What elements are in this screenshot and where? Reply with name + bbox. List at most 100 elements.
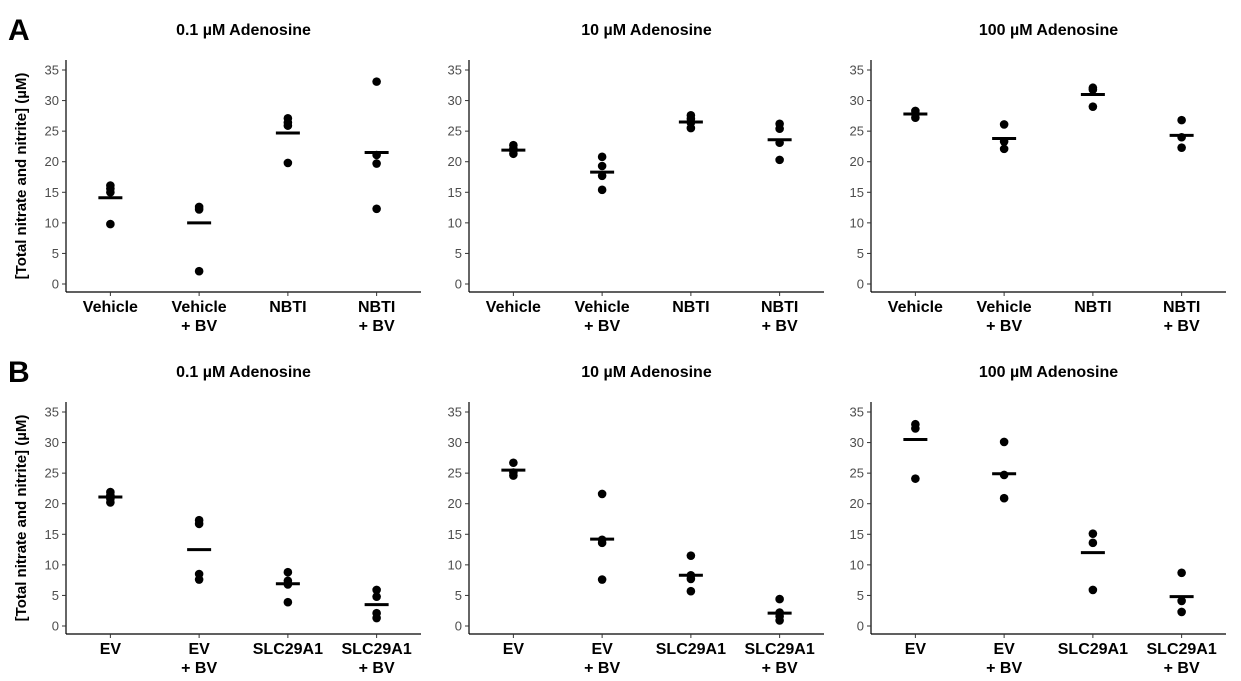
data-point (1177, 568, 1186, 578)
chart-title: 10 µM Adenosine (581, 22, 712, 39)
data-point (106, 219, 115, 229)
y-tick-label: 5 (52, 246, 59, 261)
x-tick-label: + BV (986, 660, 1022, 677)
y-tick-label: 25 (45, 124, 59, 139)
y-tick-label: 15 (448, 527, 462, 542)
x-tick-label: NBTI (358, 299, 395, 316)
y-tick-label: 10 (45, 215, 59, 230)
data-point (686, 586, 696, 596)
y-tick-label: 15 (45, 527, 59, 542)
chart-panel-4: B 0.1 µM Adenosine [Total nitrate and nitr… (8, 356, 421, 677)
y-tick-label: 15 (45, 185, 59, 200)
y-tick-label: 20 (448, 154, 462, 169)
y-tick-label: 35 (448, 405, 462, 420)
data-point (686, 551, 696, 560)
y-tick-label: 30 (45, 435, 59, 450)
y-tick-label: 25 (45, 466, 59, 481)
x-tick-label: EV (591, 641, 613, 658)
data-point (1177, 115, 1186, 125)
data-point (1177, 596, 1186, 606)
chart-panel-5: 10 µM Adenosine 0 5 10 15 20 25 30 35 EV EV + BV SLC… (448, 364, 824, 677)
data-point (283, 567, 293, 577)
x-tick-label: NBTI (1074, 299, 1111, 316)
data-point (1088, 529, 1098, 538)
data-point (911, 474, 920, 483)
y-tick-label: 15 (850, 527, 864, 542)
x-tick-label: + BV (181, 318, 217, 335)
data-point (106, 181, 115, 190)
data-point (999, 437, 1009, 447)
y-tick-label: 35 (850, 405, 864, 420)
x-tick-label: SLC29A1 (1147, 641, 1217, 658)
data-point (597, 161, 607, 171)
y-axis-label: [Total nitrate and nitrite] (µM) (13, 73, 30, 280)
chart-title: 10 µM Adenosine (581, 364, 712, 381)
y-tick-label: 35 (448, 63, 462, 78)
y-tick-label: 20 (850, 496, 864, 511)
chart-panel-3: 100 µM Adenosine 0 5 10 15 20 25 30 35 Vehicle Veh… (850, 22, 1226, 335)
data-point (1088, 538, 1098, 548)
x-tick-label: SLC29A1 (745, 641, 815, 658)
x-tick-label: + BV (359, 318, 395, 335)
data-point (775, 155, 784, 165)
x-tick-label: NBTI (1163, 299, 1200, 316)
x-tick-label: EV (100, 641, 122, 658)
x-tick-label: EV (905, 641, 927, 658)
panel-letter: B (8, 356, 30, 389)
y-axis-label: [Total nitrate and nitrite] (µM) (13, 415, 30, 622)
data-point (106, 487, 115, 497)
data-point (372, 585, 381, 595)
data-point (372, 608, 381, 618)
data-point (1177, 607, 1186, 617)
data-point (999, 493, 1009, 503)
x-tick-label: Vehicle (977, 299, 1032, 316)
data-point (911, 419, 920, 429)
y-tick-label: 10 (448, 557, 462, 572)
x-tick-label: NBTI (672, 299, 709, 316)
data-point (372, 592, 381, 601)
y-tick-label: 10 (448, 215, 462, 230)
y-tick-label: 30 (850, 435, 864, 450)
y-tick-label: 15 (448, 185, 462, 200)
y-tick-label: 15 (850, 185, 864, 200)
y-tick-label: 20 (45, 154, 59, 169)
panel-letter: A (8, 14, 30, 47)
chart-title: 0.1 µM Adenosine (176, 364, 311, 381)
data-point (597, 152, 607, 162)
data-point (775, 594, 784, 604)
data-point (283, 114, 293, 123)
data-point (597, 185, 607, 195)
data-point (283, 597, 293, 607)
data-point (194, 569, 204, 579)
x-tick-label: + BV (584, 660, 620, 677)
x-tick-label: + BV (359, 660, 395, 677)
x-tick-label: NBTI (761, 299, 798, 316)
x-tick-label: Vehicle (888, 299, 943, 316)
x-tick-label: Vehicle (486, 299, 541, 316)
chart-panel-1: A 0.1 µM Adenosine [Total nitrate and nitr… (8, 14, 421, 335)
data-point (1088, 102, 1098, 111)
y-tick-label: 0 (52, 619, 59, 634)
y-tick-label: 5 (52, 588, 59, 603)
x-tick-label: + BV (762, 318, 798, 335)
data-point (509, 458, 518, 468)
y-tick-label: 5 (857, 246, 864, 261)
y-tick-label: 30 (45, 93, 59, 108)
y-tick-label: 25 (850, 124, 864, 139)
y-tick-label: 35 (850, 63, 864, 78)
y-tick-label: 10 (45, 557, 59, 572)
data-point (597, 171, 607, 181)
chart-title: 100 µM Adenosine (979, 364, 1118, 381)
chart-panel-6: 100 µM Adenosine 0 5 10 15 20 25 30 35 EV EV + BV SL… (850, 364, 1226, 677)
y-tick-label: 25 (850, 466, 864, 481)
y-tick-label: 35 (45, 405, 59, 420)
data-point (372, 77, 381, 86)
data-point (1088, 585, 1098, 595)
data-point (999, 120, 1009, 129)
data-point (372, 159, 381, 168)
x-tick-label: SLC29A1 (1058, 641, 1128, 658)
x-tick-label: + BV (1164, 660, 1200, 677)
x-tick-label: SLC29A1 (656, 641, 726, 658)
y-tick-label: 5 (455, 588, 462, 603)
x-tick-label: EV (993, 641, 1015, 658)
